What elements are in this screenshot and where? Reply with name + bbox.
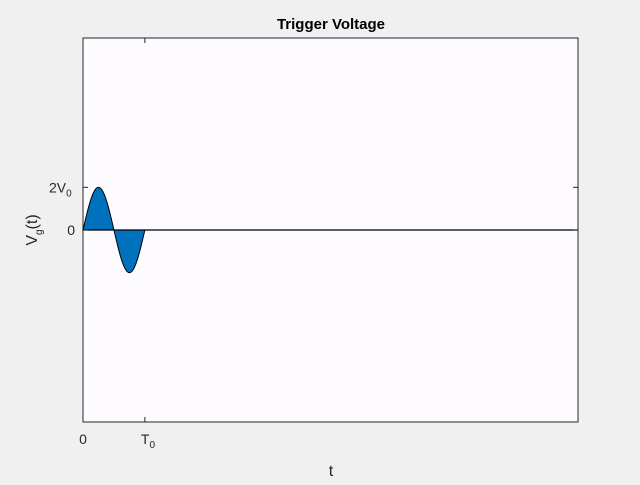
chart-marks (82, 186, 578, 274)
svg-text:Vg(t): Vg(t) (24, 214, 45, 245)
y-tick-label-0: 0 (67, 222, 75, 238)
y-axis-label-main: V (24, 235, 41, 246)
x-axis-label: t (329, 463, 334, 480)
y-axis-label-sub: g (34, 229, 45, 235)
chart-title: Trigger Voltage (277, 16, 385, 33)
y-tick-label-1: 2V0 (49, 179, 72, 199)
y-axis-label: Vg(t) (24, 214, 45, 245)
y-axis-label-suffix: (t) (24, 214, 41, 229)
tick-group: 0 T0 0 2V0 (49, 38, 578, 451)
x-tick-label-0: 0 (79, 431, 87, 447)
x-tick-label-1: T0 (141, 431, 156, 451)
